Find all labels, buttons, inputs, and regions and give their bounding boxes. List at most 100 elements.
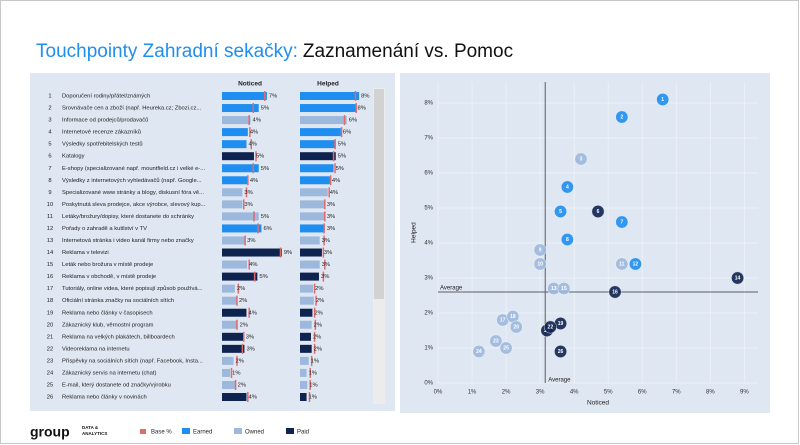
x-tick-label: 6% (638, 390, 647, 396)
value-label: 1% (309, 382, 317, 388)
value-label: 4% (249, 262, 257, 268)
value-label: 4% (250, 130, 258, 136)
value-label: 2% (238, 382, 246, 388)
value-label: 4% (253, 118, 261, 124)
value-label: 1% (309, 395, 317, 401)
row-label: Reklama v televizi (62, 250, 109, 256)
bar (300, 164, 334, 173)
value-label: 3% (327, 226, 335, 232)
value-label: 9% (284, 250, 292, 256)
point-label: 16 (612, 290, 618, 296)
row-number: 24 (47, 370, 54, 376)
legend-label: Earned (193, 430, 212, 436)
point-label: 1 (661, 97, 664, 103)
bar (222, 393, 247, 401)
value-label: 4% (248, 142, 256, 148)
scatter-point (509, 320, 523, 334)
value-label: 3% (327, 214, 335, 220)
y-tick-label: 8% (424, 101, 433, 107)
title-prefix: Touchpointy Zahradní sekačky: (36, 41, 298, 62)
point-label: 14 (735, 276, 741, 282)
row-number: 18 (47, 298, 53, 304)
row-label: E-shopy (specializované např. mountfield… (62, 166, 205, 172)
value-label: 2% (314, 322, 322, 328)
row-number: 3 (48, 118, 51, 124)
bar (300, 188, 328, 197)
point-label: 2 (620, 115, 623, 121)
bar (222, 320, 238, 329)
scatter-point (615, 110, 629, 124)
value-label: 2% (237, 286, 245, 292)
x-tick-label: 2% (502, 390, 511, 396)
value-label: 6% (263, 226, 271, 232)
x-tick-label: 9% (740, 390, 749, 396)
row-number: 12 (47, 226, 53, 232)
point-label: 22 (548, 325, 554, 331)
value-label: 3% (322, 262, 330, 268)
y-tick-label: 6% (424, 171, 433, 177)
value-label: 4% (248, 395, 256, 401)
point-label: 8 (566, 237, 569, 243)
point-label: 19 (558, 321, 564, 327)
value-label: 5% (259, 274, 267, 280)
bar (300, 356, 309, 365)
row-label: Specializované www stránky a blogy, disk… (62, 190, 204, 196)
slide-title: Touchpointy Zahradní sekačky: Zaznamenání… (36, 41, 513, 62)
value-label: 2% (314, 346, 322, 352)
value-label: 2% (239, 298, 247, 304)
row-label: Poskytnutá sleva prodejce, akce výrobce,… (62, 202, 206, 208)
row-label: Zákaznický servis na internetu (chat) (62, 370, 156, 376)
value-label: 2% (316, 298, 324, 304)
value-label: 7% (269, 94, 277, 100)
bar (222, 248, 282, 257)
bar (222, 116, 251, 125)
value-label: 3% (321, 274, 329, 280)
legend-label: Paid (297, 430, 309, 436)
row-label: Letáky/brožury/dopisy, které dostanete d… (62, 214, 194, 220)
value-label: 8% (357, 106, 365, 112)
row-label: Leták nebo brožura v místě prodeje (62, 262, 153, 268)
row-number: 10 (47, 202, 53, 208)
row-label: Reklama na velkých plakátech, billboarde… (62, 334, 175, 340)
scatter-point (554, 345, 567, 358)
scatter-point (533, 243, 547, 257)
point-label: 26 (558, 349, 564, 355)
x-tick-label: 7% (672, 390, 681, 396)
logo-name: group (30, 424, 70, 440)
column-header: Noticed (238, 81, 262, 88)
row-label: Výsledky spotřebitelských testů (62, 141, 143, 148)
bar (300, 272, 319, 281)
x-tick-label: 0% (434, 390, 443, 396)
row-label: Tutoriály, online videa, které popisují … (62, 285, 203, 292)
y-tick-label: 3% (424, 276, 433, 282)
value-label: 2% (313, 334, 321, 340)
point-label: 7 (620, 220, 623, 226)
legend-swatch (234, 428, 242, 434)
row-number: 7 (48, 166, 51, 172)
bar (222, 356, 234, 365)
legend-label: Owned (245, 430, 264, 436)
bar (222, 296, 237, 305)
point-label: 11 (619, 262, 625, 268)
bar (300, 128, 341, 137)
row-label: Reklama v obchodě, v místě prodeje (62, 274, 156, 280)
point-label: 15 (561, 286, 567, 292)
bar (300, 320, 312, 329)
y-tick-label: 5% (424, 206, 433, 212)
y-axis-title: Helped (411, 222, 418, 243)
value-label: 2% (315, 286, 323, 292)
bar (300, 344, 312, 353)
value-label: 3% (324, 250, 332, 256)
bar (300, 248, 322, 257)
row-number: 23 (47, 358, 53, 364)
point-label: 9 (539, 248, 542, 254)
bar (300, 393, 307, 401)
scatter-point (629, 257, 642, 271)
y-tick-label: 4% (424, 241, 433, 247)
bar (222, 272, 258, 281)
row-number: 16 (47, 274, 53, 280)
value-label: 1% (309, 370, 317, 376)
scrollbar-thumb[interactable] (374, 89, 384, 299)
row-label: Reklama nebo články v novinách (62, 395, 147, 401)
value-label: 5% (261, 166, 269, 172)
